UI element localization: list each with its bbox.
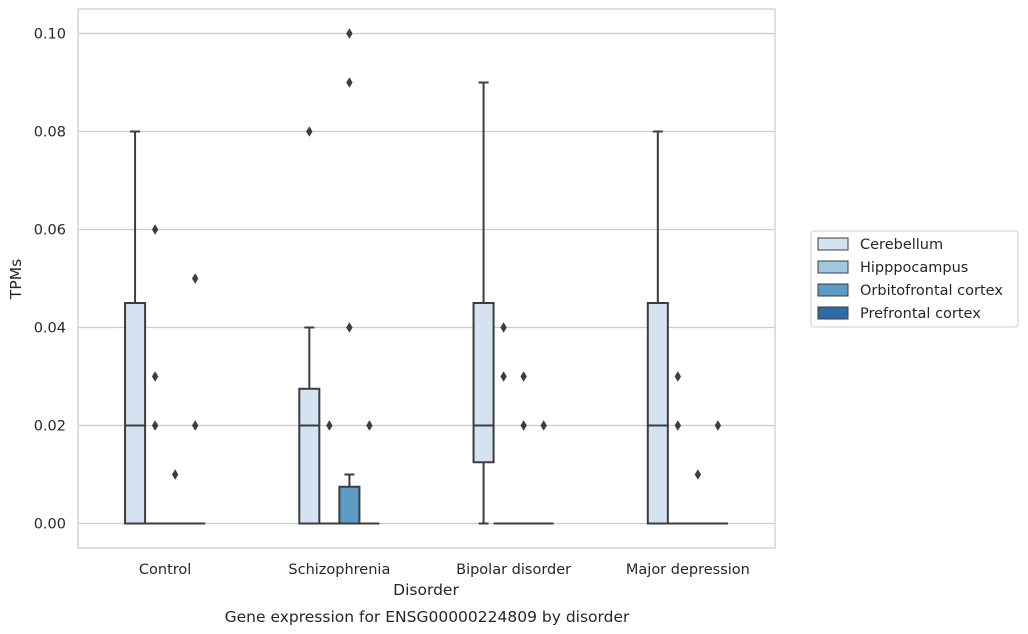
outlier-point [714, 420, 722, 431]
y-axis-ticks: 0.00 0.02 0.04 0.06 0.08 0.10 [34, 27, 66, 533]
box-0-2 [472, 81, 495, 525]
outlier-point [674, 371, 682, 382]
outlier-point [674, 420, 682, 431]
x-axis-ticks: Control Schizophrenia Bipolar disorder Majo… [139, 562, 750, 578]
y-tick-label: 0.00 [34, 517, 66, 533]
y-tick-label: 0.06 [34, 223, 66, 239]
box-2-1 [338, 473, 361, 525]
outlier-point [151, 420, 159, 431]
outlier-point [540, 420, 547, 431]
legend-label: Cerebellum [860, 237, 943, 253]
outlier-point [151, 224, 159, 235]
outlier-point [191, 420, 199, 431]
outlier-point [520, 420, 527, 431]
outlier-point [694, 469, 702, 480]
plot-area-frame [77, 8, 776, 549]
x-tick-label: Control [139, 562, 191, 578]
outlier-point [326, 420, 333, 431]
legend: Cerebellum Hipppocampus Orbitofrontal cort… [810, 230, 1019, 328]
legend-label: Hipppocampus [860, 260, 968, 276]
outlier-point [500, 322, 507, 333]
box-0-0 [124, 130, 147, 525]
box-0-1 [298, 326, 321, 525]
box-0-3 [646, 130, 669, 525]
outlier-point [151, 371, 159, 382]
boxes [124, 81, 728, 525]
outlier-point [520, 371, 527, 382]
x-tick-label: Bipolar disorder [456, 562, 571, 578]
legend-swatch [817, 260, 849, 274]
legend-swatch [817, 306, 849, 320]
legend-label: Prefrontal cortex [860, 306, 981, 322]
box-body [124, 302, 147, 525]
outlier-point [171, 469, 179, 480]
box-body [298, 387, 321, 525]
y-tick-label: 0.02 [34, 419, 66, 435]
y-tick-label: 0.04 [34, 321, 66, 337]
outlier-point [346, 28, 353, 39]
outlier-point [191, 273, 199, 284]
outlier-point [306, 126, 313, 137]
legend-frame [810, 230, 1019, 328]
outlier-point [366, 420, 373, 431]
box-body [338, 485, 361, 525]
outlier-point [500, 371, 507, 382]
y-axis-label: TPMs [7, 259, 25, 300]
outlier-point [346, 322, 353, 333]
legend-swatch [817, 283, 849, 297]
x-tick-label: Major depression [626, 562, 750, 578]
x-axis-label: Disorder [393, 581, 459, 599]
gridlines [78, 32, 775, 525]
legend-label: Orbitofrontal cortex [860, 283, 1003, 299]
y-tick-label: 0.08 [34, 125, 66, 141]
x-tick-label: Schizophrenia [288, 562, 390, 578]
y-tick-label: 0.10 [34, 27, 66, 43]
box-body [646, 302, 669, 525]
legend-swatch [817, 237, 849, 251]
outliers [151, 28, 722, 480]
outlier-point [346, 77, 353, 88]
box-body [472, 302, 495, 464]
chart-caption: Gene expression for ENSG00000224809 by d… [225, 608, 630, 626]
